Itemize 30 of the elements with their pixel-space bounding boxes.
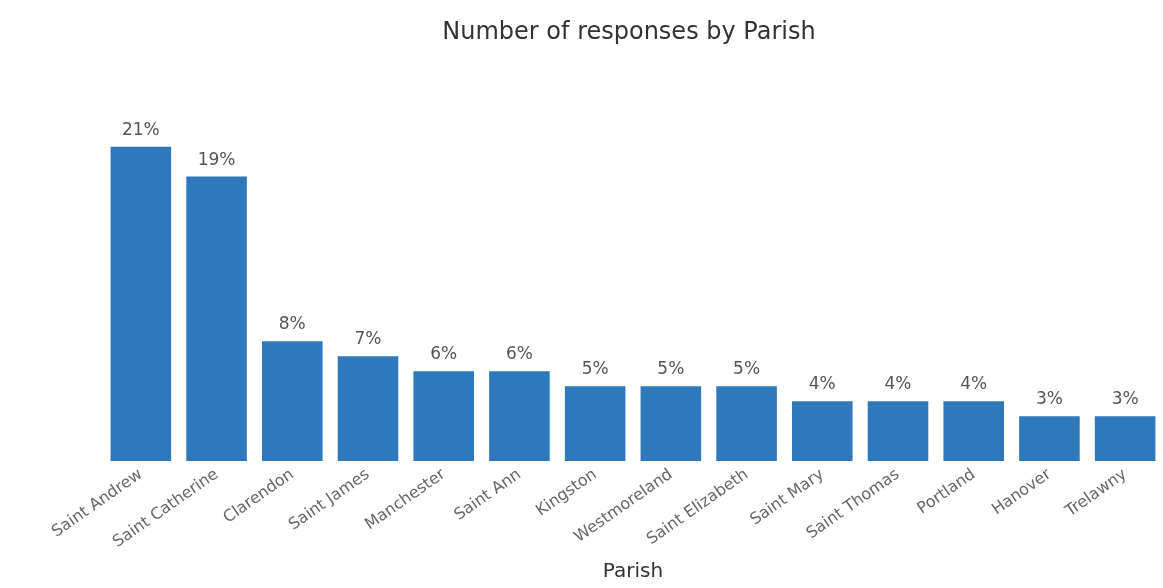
- data-label: 4%: [960, 373, 988, 394]
- bar: [716, 386, 777, 462]
- bar: [640, 386, 702, 462]
- data-label: 5%: [581, 358, 609, 379]
- bar: [792, 401, 853, 462]
- data-label: 5%: [733, 358, 761, 379]
- data-label: 21%: [121, 118, 160, 139]
- bar: [262, 341, 323, 462]
- data-label: 3%: [1111, 388, 1139, 409]
- data-label: 5%: [657, 358, 685, 379]
- bar: [867, 401, 929, 462]
- bar: [186, 176, 247, 462]
- bar: [564, 386, 626, 462]
- data-label: 8%: [278, 313, 306, 334]
- chart-title: Number of responses by Parish: [442, 16, 816, 45]
- bar: [1019, 416, 1080, 462]
- data-label: 19%: [197, 148, 236, 169]
- bar: [943, 401, 1004, 462]
- bar: [489, 371, 550, 462]
- x-axis-title: Parish: [602, 558, 664, 583]
- data-label: 6%: [505, 343, 533, 364]
- data-label: 4%: [808, 373, 836, 394]
- data-label: 6%: [430, 343, 458, 364]
- data-label: 4%: [884, 373, 912, 394]
- bar: [413, 371, 474, 462]
- data-label: 3%: [1035, 388, 1063, 409]
- bar: [1094, 416, 1156, 462]
- bar: [110, 146, 172, 462]
- data-label: 7%: [354, 328, 382, 349]
- bar: [337, 356, 399, 462]
